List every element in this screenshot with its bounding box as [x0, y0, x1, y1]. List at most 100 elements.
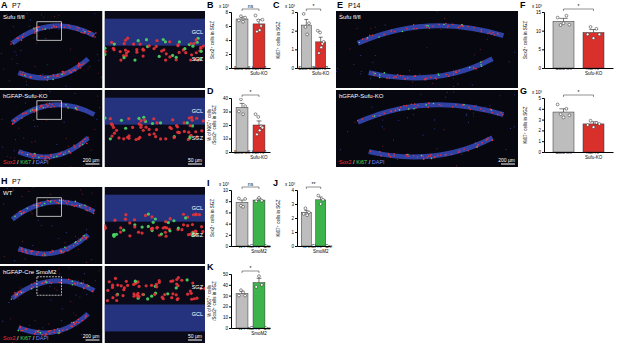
cell [22, 71, 24, 73]
cell [57, 328, 59, 330]
cell [178, 40, 181, 43]
cell [150, 227, 153, 230]
cell [45, 156, 47, 158]
cell [152, 221, 155, 224]
granule-layer [18, 138, 88, 157]
cell [36, 42, 37, 43]
cell [413, 155, 415, 157]
cell [371, 106, 372, 107]
cell [82, 237, 84, 239]
cell [22, 196, 23, 197]
cell [92, 165, 93, 166]
cell [175, 286, 178, 289]
cell [127, 117, 130, 120]
cell [132, 283, 135, 286]
plot: 051015Sufu fl/flhGFAPSufu-KO*Sox2⁺ cells… [523, 3, 614, 76]
tick-mark [229, 152, 231, 153]
cell [124, 127, 127, 130]
y-tick: 40 [223, 96, 231, 101]
bar [301, 212, 311, 246]
cell [99, 107, 100, 108]
cell [406, 105, 408, 107]
cell [15, 139, 16, 140]
cell [17, 330, 19, 332]
cell [361, 71, 362, 72]
y-tick: 3 [291, 10, 297, 15]
y-tick: 20 [223, 304, 231, 309]
cell [184, 216, 187, 219]
cell [83, 280, 84, 281]
cell [76, 30, 78, 32]
cell [80, 189, 81, 190]
point [255, 286, 258, 289]
cell [50, 201, 52, 203]
panel-letter: B [207, 0, 214, 10]
axis-line [229, 191, 232, 247]
cell [32, 250, 34, 252]
cell [16, 294, 18, 296]
zoom-box [37, 277, 62, 295]
cell [56, 26, 58, 28]
cell [398, 120, 399, 121]
cell [50, 91, 51, 92]
axis-line [295, 13, 298, 69]
point [238, 197, 241, 200]
cell [89, 31, 91, 33]
cell [195, 117, 198, 120]
cell [13, 189, 14, 190]
cell [61, 74, 63, 76]
scale-bar-label: 200 µm [83, 333, 100, 339]
tick-mark [229, 98, 231, 99]
cell [4, 256, 5, 257]
cell [477, 144, 479, 146]
cell [485, 139, 487, 141]
significance: ** [312, 181, 316, 187]
image-background [336, 90, 518, 167]
multiplier: x 10³ [532, 4, 543, 9]
cell [195, 51, 198, 54]
tick-label: 8 [225, 199, 228, 204]
point [598, 33, 601, 36]
cell [481, 65, 483, 67]
image-row: GCLSGZSufu fl/fl [0, 11, 205, 88]
cell [444, 18, 445, 19]
cell [76, 321, 78, 323]
cell [82, 63, 84, 65]
cell [18, 298, 19, 299]
tick-mark [229, 285, 231, 286]
cell [388, 75, 389, 76]
cell [125, 54, 128, 57]
tick-mark [229, 246, 231, 247]
cell [68, 279, 70, 281]
y-tick: 8 [225, 199, 231, 204]
y-axis: 010203040 [223, 96, 232, 155]
cell [40, 332, 42, 334]
tick-label: 30 [223, 294, 229, 299]
cell [394, 31, 396, 33]
cell [74, 283, 76, 285]
cell [49, 286, 50, 287]
cell [33, 28, 35, 30]
cell [54, 200, 56, 202]
axis-line [229, 275, 232, 329]
cell [393, 77, 395, 79]
cell [84, 138, 86, 140]
cell [402, 75, 404, 77]
cell [436, 78, 438, 80]
tick-mark [229, 40, 231, 41]
point [238, 19, 241, 22]
cell [202, 44, 205, 47]
cell [90, 207, 92, 209]
error-bar [257, 121, 262, 125]
cell [11, 298, 13, 300]
cell [473, 115, 474, 116]
cell [138, 42, 141, 45]
cell [58, 282, 60, 284]
tick-label: 15 [536, 10, 542, 15]
cell [458, 151, 460, 153]
cell [52, 282, 53, 283]
cell [514, 126, 515, 127]
cell [70, 325, 72, 327]
cell [489, 105, 490, 106]
cell [168, 126, 171, 129]
